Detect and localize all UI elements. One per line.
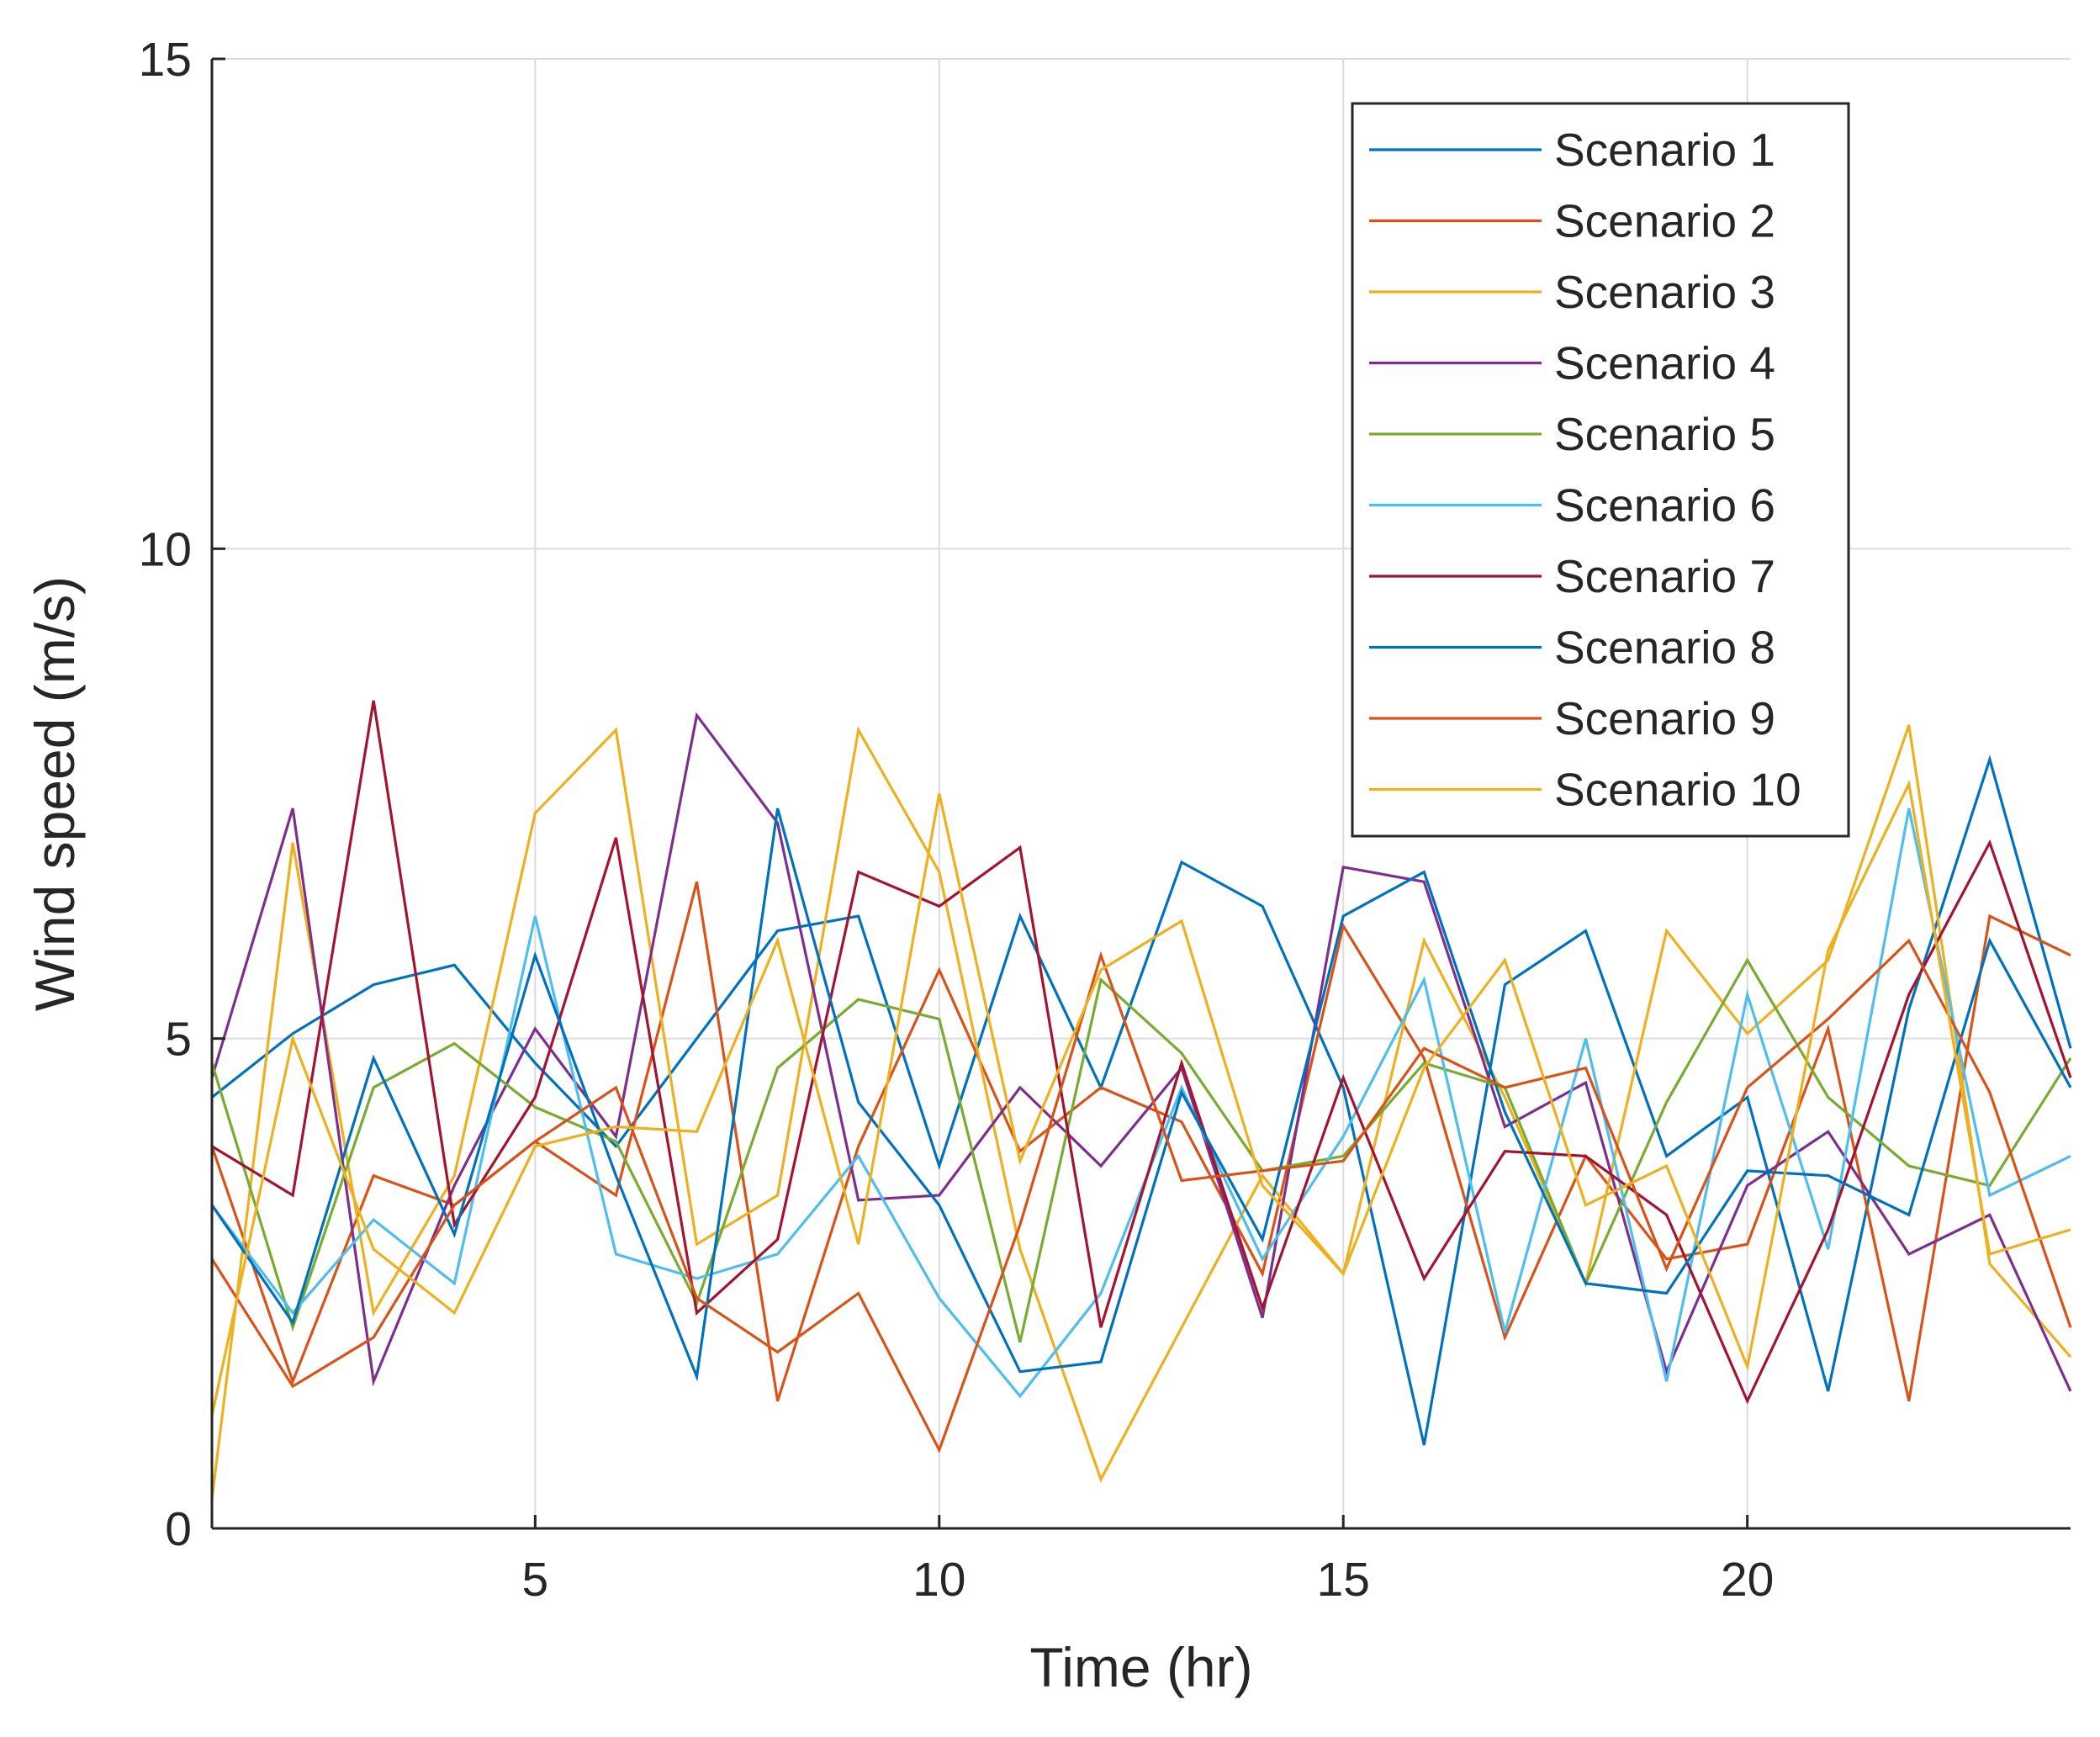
series-lines [210, 700, 2072, 1500]
series-line-1 [211, 755, 2072, 1446]
legend-label-3: Scenario 3 [1554, 266, 1775, 318]
legend-label-7: Scenario 7 [1554, 550, 1775, 602]
series-line-4 [210, 712, 2072, 1392]
series-line-5 [210, 957, 2072, 1343]
y-tick-label: 0 [165, 1502, 192, 1556]
series-line-3 [210, 724, 2072, 1500]
legend-label-2: Scenario 2 [1554, 195, 1775, 247]
series-line-7 [211, 700, 2072, 1405]
x-tick-label: 20 [1721, 1553, 1774, 1607]
y-axis-label: Wind speed (m/s) [24, 576, 86, 1011]
legend-label-8: Scenario 8 [1554, 622, 1775, 674]
legend-box [1351, 102, 1850, 838]
legend-label-10: Scenario 10 [1554, 764, 1801, 816]
legend: Scenario 1 Scenario 2 Scenario 3 Scenario 4… [1351, 102, 1850, 838]
y-tick-label: 10 [139, 522, 192, 576]
tick-labels: 5 10 15 20 0 5 10 15 [139, 33, 1775, 1607]
axes [210, 57, 2071, 1530]
series-line-10 [210, 779, 2071, 1417]
legend-label-4: Scenario 4 [1554, 337, 1775, 389]
x-axis-label: Time (hr) [1029, 1636, 1252, 1698]
series-line-8 [210, 808, 2072, 1382]
legend-label-9: Scenario 9 [1554, 692, 1775, 744]
x-tick-label: 10 [912, 1553, 965, 1607]
legend-label-6: Scenario 6 [1554, 479, 1775, 532]
series-line-6 [210, 808, 2071, 1399]
x-tick-label: 15 [1317, 1553, 1370, 1607]
legend-label-5: Scenario 5 [1554, 408, 1775, 460]
y-tick-label: 5 [165, 1013, 192, 1067]
y-tick-label: 15 [139, 33, 192, 87]
x-tick-label: 5 [521, 1553, 548, 1607]
series-line-9 [210, 938, 2072, 1454]
legend-label-1: Scenario 1 [1554, 124, 1775, 176]
